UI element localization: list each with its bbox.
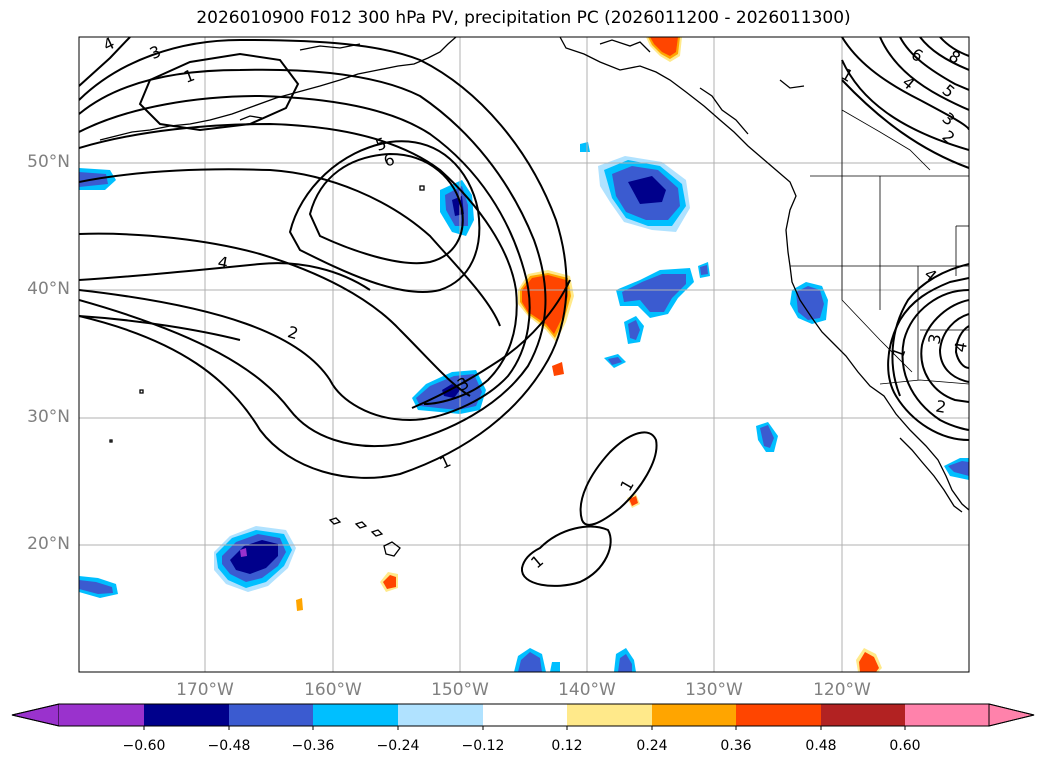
contour-label: 3 [924,332,944,345]
contour-label: 2 [934,396,947,416]
lon-label: 150°W [431,680,489,700]
colorbar-tick-label: −0.48 [207,738,251,754]
colorbar-tick-label: 0.48 [805,738,837,754]
contour-label: 4 [950,340,970,353]
colorbar-segment [567,704,652,726]
colorbar-segment [483,704,567,726]
lat-label: 30°N [27,407,70,427]
coastlines [99,37,969,557]
map-title: 2026010900 F012 300 hPa PV, precipitatio… [196,8,851,28]
lon-label: 130°W [685,680,743,700]
political-borders [790,60,969,385]
colorbar-tick-label: 0.24 [636,738,668,754]
colorbar-tick-label: −0.12 [461,738,505,754]
colorbar-segment [905,704,989,726]
colorbar-tick-label: −0.60 [122,738,166,754]
lat-label: 40°N [27,279,70,299]
colorbar-segment [229,704,313,726]
lon-label: 140°W [558,680,616,700]
colorbar-tick-label: −0.36 [291,738,335,754]
pv-contours [79,37,969,587]
contour-label: 2 [286,322,301,343]
colorbar-tick-label: 0.36 [720,738,752,754]
colorbar-segment [821,704,905,726]
colorbar-segment [652,704,736,726]
colorbar-segment [313,704,398,726]
colorbar-segment [59,704,144,726]
colorbar-tick-label: −0.24 [376,738,420,754]
contour-label: 4 [216,252,229,272]
lon-label: 160°W [304,680,362,700]
lon-label: 170°W [176,680,234,700]
colorbar-segment [398,704,483,726]
map-border [78,36,970,673]
colorbar-extend-high [988,703,1035,727]
colorbar-segment [736,704,821,726]
colorbar [11,703,1035,730]
lon-label: 120°W [813,680,871,700]
colorbar-tick-label: 0.12 [551,738,583,754]
colorbar-tick-label: 0.60 [889,738,921,754]
colorbar-segment [144,704,229,726]
lat-label: 20°N [27,534,70,554]
lat-label: 50°N [27,152,70,172]
colorbar-extend-low [11,703,60,727]
